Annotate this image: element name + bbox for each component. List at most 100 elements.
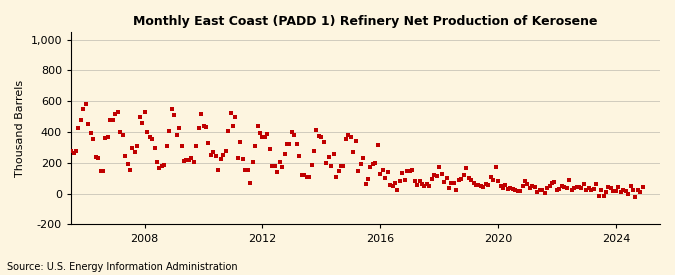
- Point: [544, 184, 555, 188]
- Point: [497, 186, 508, 190]
- Point: [605, 186, 616, 191]
- Point: [319, 139, 329, 144]
- Point: [635, 189, 646, 194]
- Point: [279, 152, 290, 156]
- Point: [583, 186, 594, 191]
- Point: [441, 176, 452, 181]
- Point: [338, 164, 349, 168]
- Point: [468, 181, 479, 185]
- Point: [51, 95, 61, 100]
- Point: [238, 157, 248, 161]
- Point: [389, 181, 400, 185]
- Point: [373, 142, 383, 147]
- Point: [171, 133, 182, 137]
- Point: [164, 128, 175, 133]
- Point: [107, 118, 118, 123]
- Point: [539, 191, 550, 196]
- Point: [193, 126, 204, 130]
- Point: [362, 177, 373, 181]
- Point: [254, 131, 265, 135]
- Point: [181, 158, 192, 163]
- Point: [328, 152, 339, 156]
- Point: [213, 168, 223, 172]
- Point: [80, 101, 91, 106]
- Point: [551, 188, 562, 192]
- Point: [473, 183, 484, 188]
- Point: [100, 136, 111, 141]
- Point: [198, 123, 209, 128]
- Point: [53, 104, 64, 109]
- Point: [259, 135, 270, 139]
- Point: [527, 183, 538, 188]
- Point: [311, 128, 322, 132]
- Point: [454, 178, 464, 183]
- Point: [281, 142, 292, 146]
- Point: [431, 174, 442, 178]
- Point: [272, 170, 283, 174]
- Point: [95, 169, 106, 174]
- Point: [58, 118, 69, 123]
- Point: [443, 186, 454, 190]
- Point: [233, 155, 244, 160]
- Point: [608, 188, 619, 193]
- Point: [73, 126, 84, 130]
- Point: [335, 164, 346, 169]
- Point: [549, 180, 560, 184]
- Point: [578, 182, 589, 186]
- Point: [571, 185, 582, 189]
- Point: [618, 188, 628, 192]
- Point: [574, 185, 585, 189]
- Text: Source: U.S. Energy Information Administration: Source: U.S. Energy Information Administ…: [7, 262, 238, 272]
- Point: [623, 191, 634, 196]
- Point: [616, 189, 626, 194]
- Point: [188, 160, 199, 164]
- Point: [512, 188, 523, 193]
- Point: [448, 181, 459, 185]
- Point: [203, 140, 214, 145]
- Point: [230, 115, 241, 119]
- Point: [490, 165, 501, 169]
- Point: [407, 168, 418, 172]
- Point: [610, 189, 621, 193]
- Point: [596, 188, 607, 192]
- Point: [206, 153, 217, 157]
- Point: [68, 151, 79, 155]
- Point: [250, 144, 261, 148]
- Point: [434, 165, 445, 169]
- Point: [355, 161, 366, 166]
- Point: [296, 173, 307, 177]
- Point: [446, 181, 457, 186]
- Point: [385, 183, 396, 187]
- Point: [105, 117, 115, 122]
- Point: [601, 190, 612, 194]
- Point: [370, 161, 381, 166]
- Point: [475, 184, 486, 188]
- Point: [146, 137, 157, 141]
- Point: [500, 183, 511, 188]
- Point: [451, 187, 462, 192]
- Point: [520, 179, 531, 183]
- Point: [191, 143, 202, 148]
- Point: [350, 138, 361, 143]
- Point: [535, 188, 545, 192]
- Point: [343, 133, 354, 138]
- Point: [267, 164, 277, 168]
- Point: [65, 148, 76, 153]
- Point: [400, 178, 410, 183]
- Point: [304, 175, 315, 180]
- Point: [220, 149, 231, 153]
- Point: [227, 124, 238, 129]
- Point: [537, 188, 547, 193]
- Point: [127, 145, 138, 150]
- Point: [620, 189, 631, 193]
- Point: [110, 112, 121, 116]
- Point: [161, 144, 172, 148]
- Point: [76, 118, 86, 122]
- Title: Monthly East Coast (PADD 1) Refinery Net Production of Kerosene: Monthly East Coast (PADD 1) Refinery Net…: [133, 15, 598, 28]
- Point: [257, 134, 268, 139]
- Point: [593, 194, 604, 199]
- Point: [119, 154, 130, 158]
- Point: [152, 160, 163, 164]
- Point: [179, 159, 190, 163]
- Point: [173, 126, 184, 130]
